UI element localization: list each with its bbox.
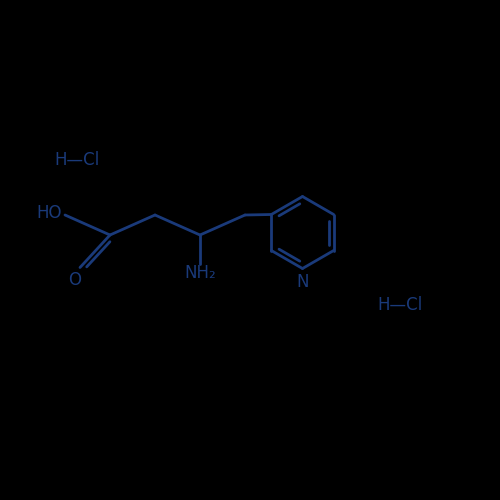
Text: NH₂: NH₂ (184, 264, 216, 281)
Text: H—Cl: H—Cl (378, 296, 422, 314)
Text: HO: HO (36, 204, 62, 222)
Text: N: N (296, 273, 309, 291)
Text: O: O (68, 271, 82, 289)
Text: H—Cl: H—Cl (55, 151, 100, 169)
